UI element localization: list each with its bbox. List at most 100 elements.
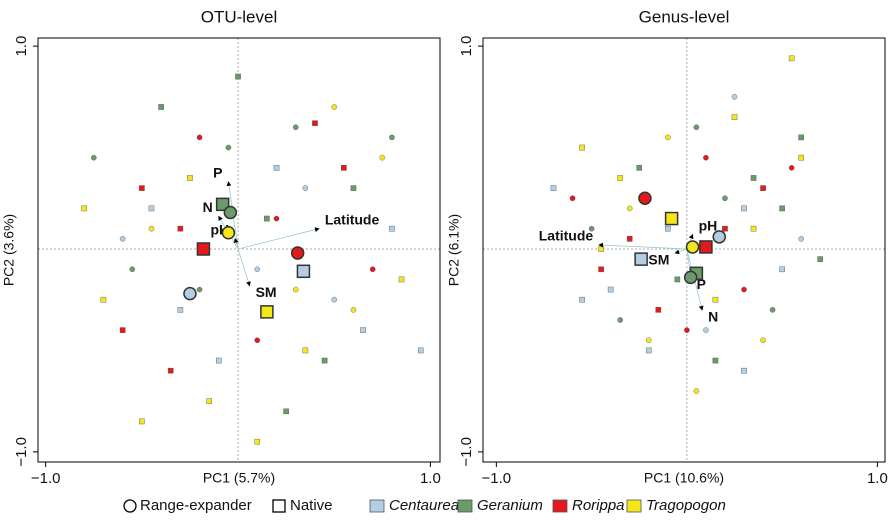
centroid	[634, 252, 648, 266]
point	[674, 276, 681, 283]
point	[684, 327, 690, 333]
point	[722, 195, 728, 202]
legend-label: Native	[290, 497, 333, 514]
point	[273, 165, 280, 171]
point	[750, 225, 757, 232]
point	[264, 215, 270, 222]
legend-label: Geranium	[477, 497, 543, 514]
point	[760, 185, 766, 191]
chart-title: OTU-level	[201, 7, 278, 26]
legend-shape	[272, 499, 286, 513]
point	[321, 357, 328, 364]
legend-label: Centaurea	[389, 497, 459, 514]
vector	[598, 242, 687, 250]
vector-label: P	[697, 276, 706, 292]
point	[712, 357, 719, 364]
vector-label: Latitude	[325, 211, 380, 227]
centroid	[664, 211, 679, 226]
point	[617, 317, 623, 323]
vector	[237, 227, 320, 250]
point	[550, 185, 557, 191]
point	[196, 134, 203, 141]
vector-label: N	[708, 309, 718, 325]
point	[741, 205, 747, 212]
point	[139, 185, 145, 191]
point	[119, 327, 126, 333]
point	[645, 347, 652, 354]
centroid	[638, 191, 652, 206]
point	[292, 124, 299, 131]
point	[148, 205, 155, 212]
point	[254, 337, 261, 344]
point	[655, 307, 662, 313]
point	[417, 347, 424, 354]
point	[331, 104, 338, 110]
legend-label: Tragopogon	[646, 497, 726, 514]
point	[379, 154, 386, 161]
centroid	[296, 264, 311, 279]
point	[360, 327, 366, 333]
x-axis-label: PC1 (5.7%)	[203, 470, 275, 486]
vector-label: P	[213, 165, 222, 181]
plot-frame	[37, 37, 441, 463]
point	[90, 154, 97, 161]
vector-label: pH	[699, 217, 718, 233]
point	[350, 185, 357, 191]
centroid	[223, 205, 238, 220]
point	[302, 347, 309, 354]
point	[798, 154, 804, 161]
point	[712, 296, 719, 303]
centroid	[699, 240, 713, 254]
point	[693, 124, 700, 131]
y-tick-label: −1.0	[13, 437, 30, 467]
point	[302, 185, 309, 191]
point	[788, 165, 795, 171]
point	[225, 144, 232, 151]
point	[598, 246, 604, 252]
y-tick-label: 1.0	[458, 36, 475, 57]
point	[254, 438, 261, 445]
point	[398, 276, 405, 283]
legend-label: Range-expander	[140, 497, 252, 514]
chart-title: Genus-level	[639, 7, 730, 26]
point	[129, 266, 136, 273]
point	[100, 296, 107, 303]
point	[598, 266, 604, 273]
point	[636, 165, 643, 171]
vector	[233, 237, 239, 250]
point	[139, 418, 145, 425]
point	[703, 327, 709, 333]
point	[703, 154, 709, 161]
point	[798, 134, 804, 141]
point	[177, 225, 184, 232]
vector-label: Latitude	[539, 228, 594, 244]
vector	[237, 248, 251, 287]
centroid	[290, 246, 305, 260]
legend-label: Rorippa	[572, 497, 625, 514]
point	[389, 225, 395, 232]
point	[693, 388, 700, 394]
centroid	[685, 240, 700, 254]
point	[158, 104, 164, 110]
point	[235, 73, 241, 80]
point	[579, 296, 585, 303]
point	[148, 225, 155, 232]
point	[283, 408, 289, 415]
vector	[674, 248, 687, 255]
point	[731, 114, 738, 120]
point	[607, 286, 614, 293]
point	[788, 55, 795, 62]
point	[167, 367, 174, 374]
legend-swatch	[552, 499, 568, 513]
plot-frame	[482, 37, 886, 463]
point	[617, 175, 623, 181]
point	[750, 175, 757, 181]
centroid	[260, 305, 274, 319]
point	[731, 94, 738, 100]
point	[665, 134, 671, 141]
point	[216, 357, 222, 364]
point	[645, 337, 652, 344]
point	[760, 337, 766, 344]
point	[579, 144, 585, 151]
